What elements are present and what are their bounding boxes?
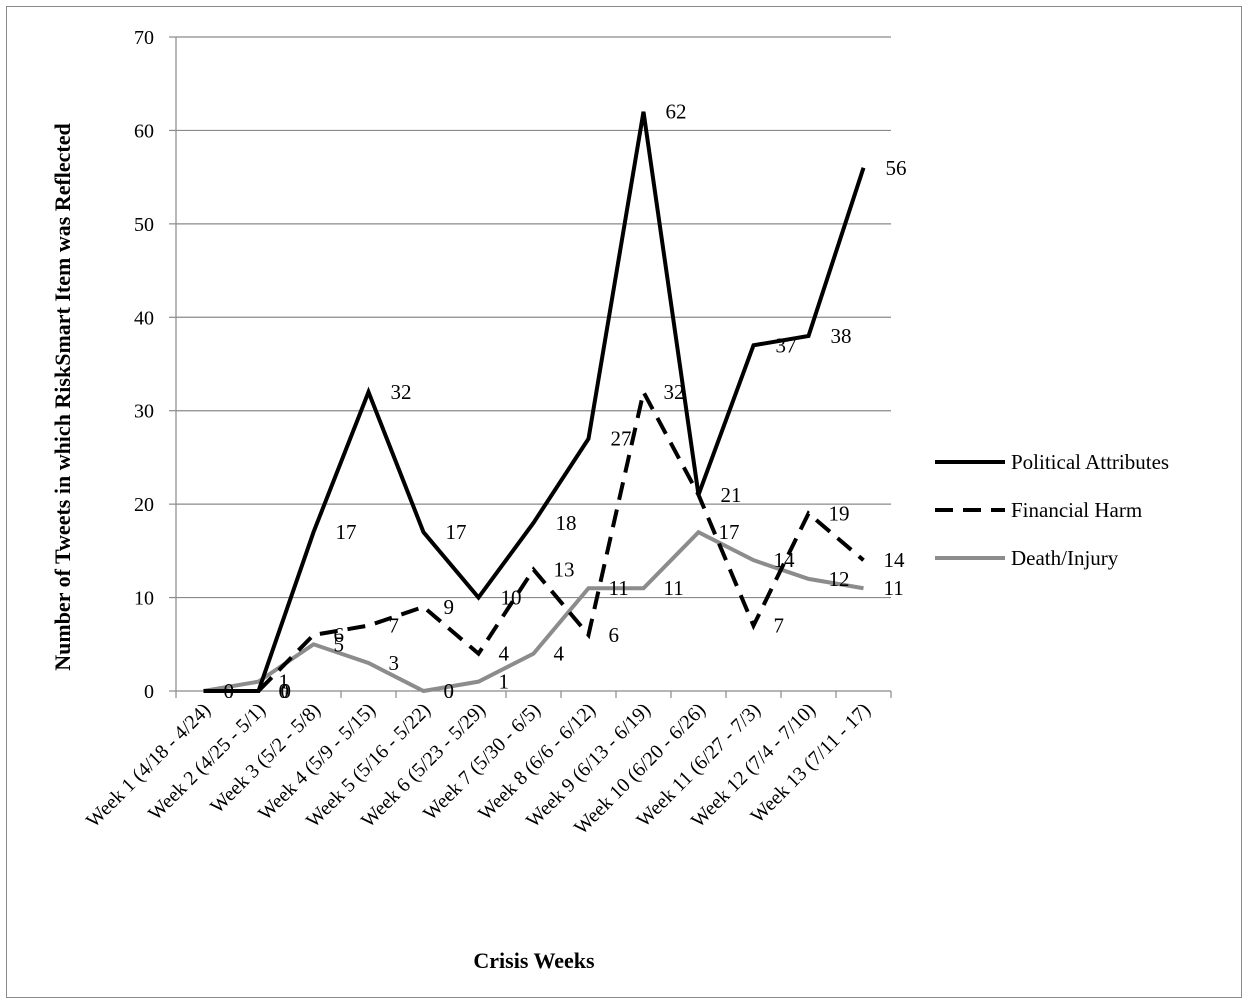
data-label: 0: [444, 679, 455, 703]
data-label: 56: [886, 156, 907, 180]
data-label: 27: [611, 427, 632, 451]
y-tick-label: 60: [134, 120, 154, 142]
data-label: 0: [224, 679, 235, 703]
chart-frame: 0 10 20 30 40 50 60 70 Week 1 (4/18 - 4/24) Week…: [6, 6, 1242, 998]
data-label: 18: [556, 511, 577, 535]
data-label: 9: [444, 595, 455, 619]
data-label: 38: [831, 324, 852, 348]
data-label: 14: [884, 548, 906, 572]
data-label: 62: [666, 100, 687, 124]
data-label: 6: [334, 623, 345, 647]
data-label: 4: [554, 642, 565, 666]
gridlines: [176, 36, 891, 599]
x-axis-ticks: Week 1 (4/18 - 4/24)Week 2 (4/25 - 5/1)W…: [82, 691, 892, 839]
series-lines: [203, 111, 866, 694]
legend-label: Financial Harm: [1011, 498, 1142, 522]
legend: Political Attributes Financial Harm Death/…: [935, 450, 1169, 570]
y-axis-title: Number of Tweets in which RiskSmart Item…: [50, 123, 75, 671]
data-label: 7: [774, 614, 785, 638]
data-label: 32: [391, 380, 412, 404]
data-label: 32: [664, 380, 685, 404]
data-label: 11: [609, 576, 629, 600]
data-label: 17: [336, 520, 357, 544]
data-label: 10: [501, 586, 522, 610]
y-tick-label: 30: [134, 401, 154, 423]
series-line-death-injury: [203, 529, 864, 694]
data-label: 0: [279, 679, 290, 703]
data-label: 13: [554, 558, 575, 582]
data-label: 7: [389, 614, 400, 638]
y-axis-ticks: 0 10 20 30 40 50 60 70: [134, 27, 176, 703]
axes: [175, 37, 891, 692]
y-tick-label: 10: [134, 588, 154, 610]
data-label: 11: [884, 576, 904, 600]
y-tick-label: 50: [134, 214, 154, 236]
data-label: 37: [776, 333, 797, 357]
y-tick-label: 0: [144, 681, 154, 703]
data-label: 14: [774, 548, 796, 572]
data-label: 4: [499, 642, 510, 666]
data-label: 17: [446, 520, 467, 544]
legend-label: Death/Injury: [1011, 546, 1119, 570]
data-label: 5: [334, 632, 345, 656]
data-label: 19: [829, 501, 850, 525]
data-label: 11: [664, 576, 684, 600]
y-tick-label: 70: [134, 27, 154, 49]
series-line-political-attributes: [203, 111, 866, 693]
data-label: 0: [281, 679, 292, 703]
data-label: 17: [719, 520, 740, 544]
x-axis-title: Crisis Weeks: [473, 948, 595, 973]
series-line-financial-harm: [203, 386, 865, 693]
data-label: 21: [721, 483, 742, 507]
data-label: 3: [389, 651, 400, 675]
y-tick-label: 40: [134, 307, 154, 329]
data-label: 1: [499, 670, 510, 694]
legend-label: Political Attributes: [1011, 450, 1169, 474]
y-tick-label: 20: [134, 494, 154, 516]
data-label: 12: [829, 567, 850, 591]
data-label: 6: [609, 623, 620, 647]
data-label: 1: [279, 670, 290, 694]
